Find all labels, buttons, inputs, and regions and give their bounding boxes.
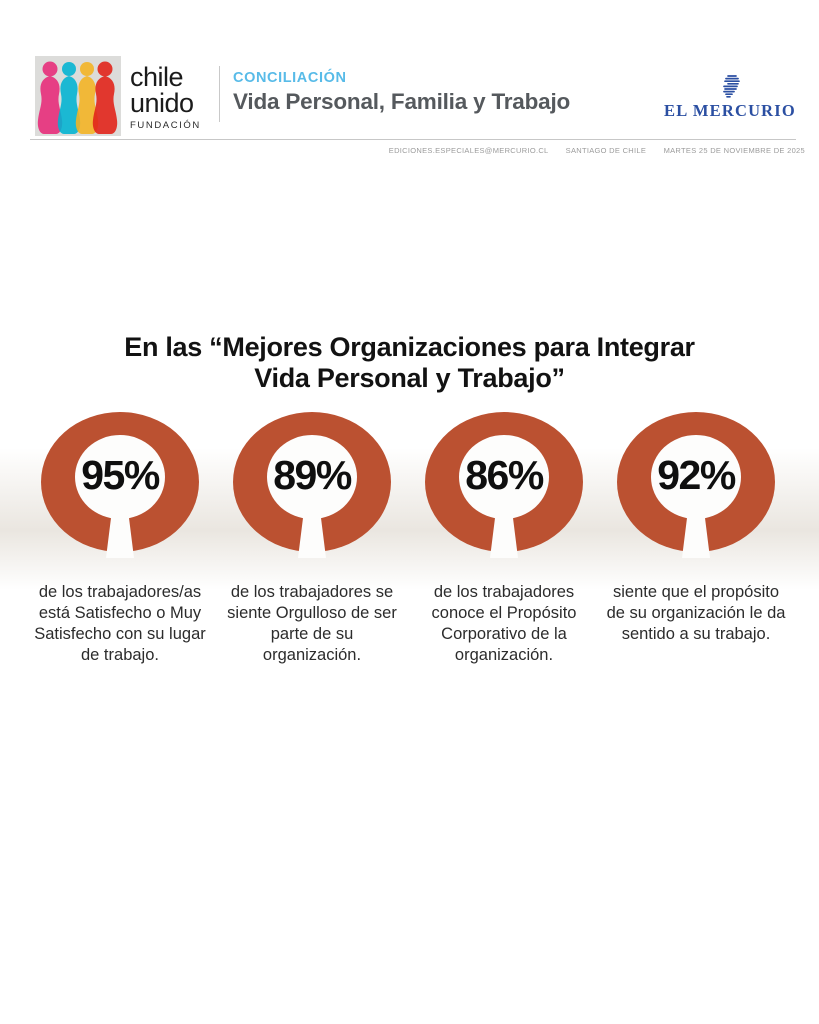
donut-ring-3: 86% [421,410,587,562]
stat-satisfaccion: 95% de los trabajadores/as está Satisfec… [24,410,216,666]
chile-unido-wordmark: chile unido FUNDACIÓN [130,62,201,132]
infographic-title-line1: En las “Mejores Organizaciones para Inte… [124,332,695,362]
logo-word-unido: unido [130,88,194,118]
stat-caption: siente que el propósito de su organizaci… [606,583,786,643]
stat-value: 89% [273,452,352,498]
stat-value: 95% [81,452,160,498]
ring-icon [233,412,391,558]
meta-date: MARTES 25 DE NOVIEMBRE DE 2025 [663,146,805,155]
infographic-title: En las “Mejores Organizaciones para Inte… [0,332,819,394]
people-silhouettes-icon [37,61,118,134]
donut-ring-1: 95% [37,410,203,562]
donut-ring-2: 89% [229,410,395,562]
logo-word-fundacion: FUNDACIÓN [130,120,201,131]
donut-ring-4: 92% [613,410,779,562]
stat-value: 86% [465,452,544,498]
ring-icon [617,412,775,558]
stats-row: 95% de los trabajadores/as está Satisfec… [24,410,795,666]
meta-city: SANTIAGO DE CHILE [565,146,647,155]
ring-icon [425,412,583,558]
ring-icon [41,412,199,558]
section-title: Vida Personal, Familia y Trabajo [233,89,571,114]
edition-meta: EDICIONES.ESPECIALES@MERCURIO.CL SANTIAG… [374,146,805,155]
header-rule [30,139,796,140]
chile-unido-logo [35,56,121,136]
stat-caption: de los trabajadores/as está Satisfecho o… [34,583,206,664]
header-divider [219,66,220,122]
stat-caption: de los trabajadores conoce el Propósito … [431,583,577,664]
logo-word-chile: chile [130,62,184,92]
el-mercurio-logo: EL MERCURIO [664,74,796,121]
stat-caption: de los trabajadores se siente Orgulloso … [227,583,397,664]
stat-proposito-sentido: 92% siente que el propósito de su organi… [600,410,792,666]
meta-email: EDICIONES.ESPECIALES@MERCURIO.CL [388,146,549,155]
section-kicker: CONCILIACIÓN [233,70,347,86]
stat-proposito-conocimiento: 86% de los trabajadores conoce el Propós… [408,410,600,666]
stat-orgullo: 89% de los trabajadores se siente Orgull… [216,410,408,666]
stat-value: 92% [657,452,736,498]
mercurio-head-icon [723,75,740,98]
infographic-title-line2: Vida Personal y Trabajo” [254,363,565,393]
el-mercurio-wordmark: EL MERCURIO [664,101,796,120]
